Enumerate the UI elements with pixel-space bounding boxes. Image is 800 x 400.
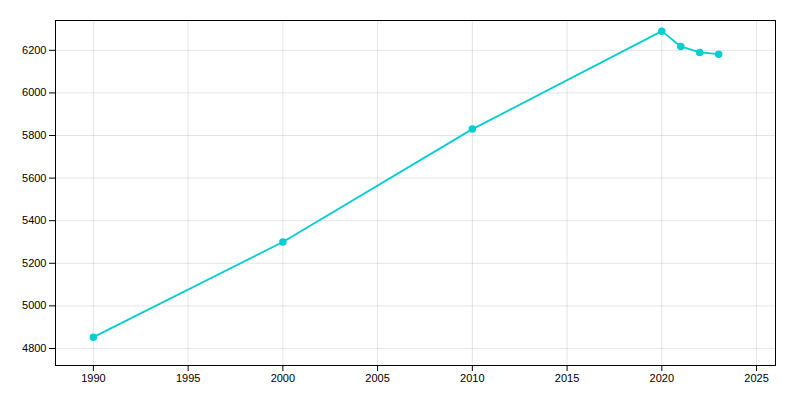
svg-text:5800: 5800 <box>22 129 46 141</box>
svg-text:2010: 2010 <box>460 372 484 384</box>
svg-text:5200: 5200 <box>22 257 46 269</box>
svg-text:2000: 2000 <box>271 372 295 384</box>
svg-text:4800: 4800 <box>22 342 46 354</box>
svg-text:2005: 2005 <box>365 372 389 384</box>
svg-text:2015: 2015 <box>555 372 579 384</box>
svg-text:5400: 5400 <box>22 214 46 226</box>
svg-text:2020: 2020 <box>650 372 674 384</box>
svg-text:6000: 6000 <box>22 86 46 98</box>
svg-text:5000: 5000 <box>22 299 46 311</box>
svg-text:1990: 1990 <box>81 372 105 384</box>
svg-text:5600: 5600 <box>22 172 46 184</box>
svg-text:6200: 6200 <box>22 44 46 56</box>
svg-text:1995: 1995 <box>176 372 200 384</box>
svg-text:2025: 2025 <box>744 372 768 384</box>
